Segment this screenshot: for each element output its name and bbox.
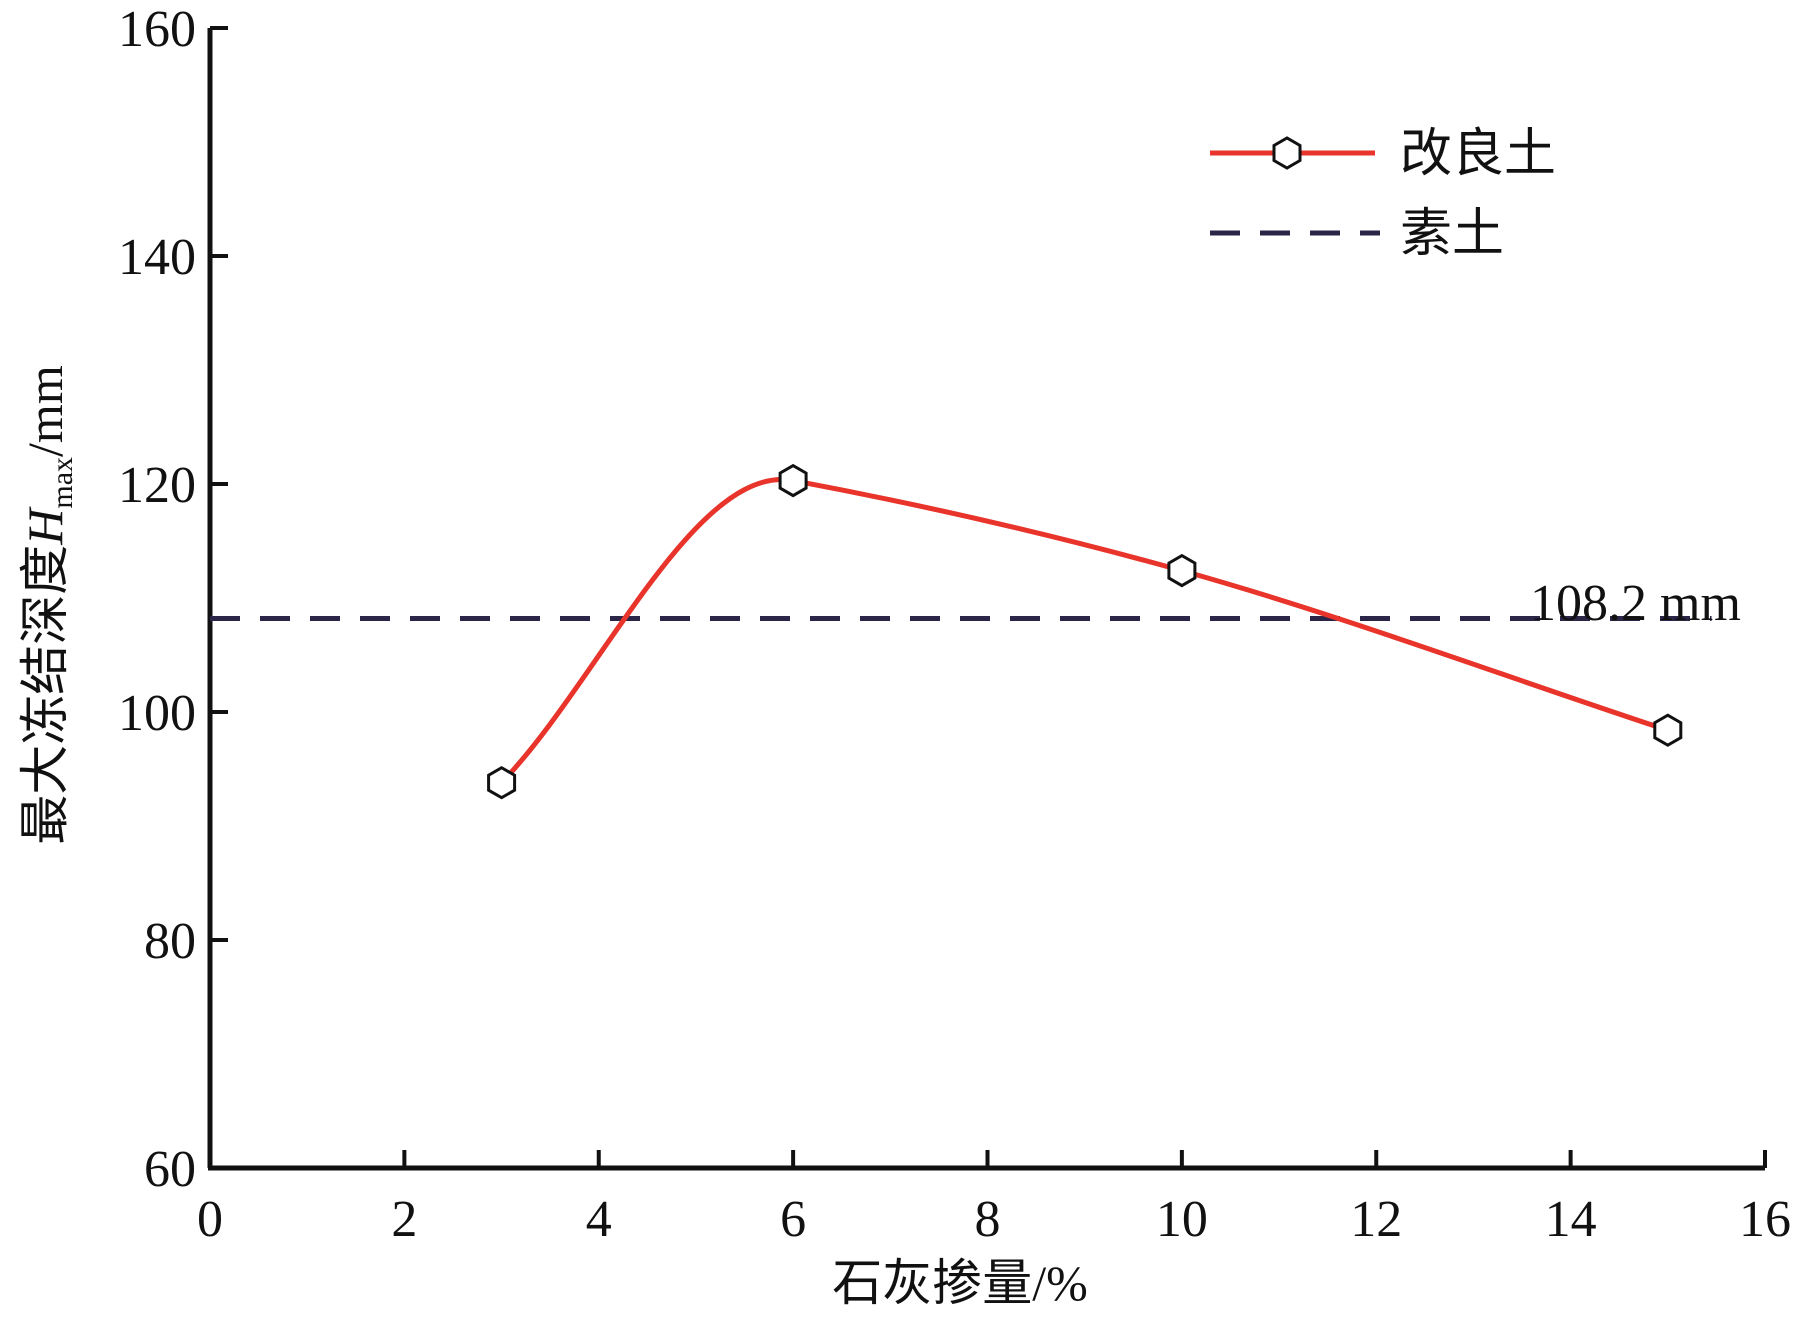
data-point-hexagon-10 <box>1167 553 1197 588</box>
reference-line-label: 108.2 mm <box>1530 575 1741 632</box>
x-tick-label-4: 4 <box>586 1191 612 1248</box>
y-tick-label-120: 120 <box>118 457 196 514</box>
data-point-hexagon-6 <box>778 463 808 498</box>
y-tick-label-140: 140 <box>118 229 196 286</box>
series-layer <box>210 477 1712 785</box>
x-axis-title: 石灰掺量/% <box>832 1255 1088 1311</box>
x-tick-label-12: 12 <box>1350 1191 1402 1248</box>
legend: 改良土 素土 <box>1210 126 1556 263</box>
legend-hexagon-marker-icon <box>1272 136 1302 170</box>
data-point-hexagon-3 <box>487 765 517 800</box>
y-axis-title-var: H <box>17 506 73 546</box>
legend-label-plain-soil: 素土 <box>1400 206 1504 263</box>
y-axis-title: 最大冻结深度Hmax/mm <box>17 365 79 845</box>
y-axis-title-sub: max <box>46 457 79 509</box>
marker-layer <box>487 463 1683 800</box>
tick-marks <box>210 26 1767 1170</box>
tick-labels: 0 2 4 6 8 10 12 14 16 60 80 100 120 140 160 <box>118 1 1791 1248</box>
x-tick-label-10: 10 <box>1156 1191 1208 1248</box>
data-point-hexagon-15 <box>1653 713 1683 747</box>
x-tick-label-2: 2 <box>391 1191 417 1248</box>
series-improved-soil-line <box>499 477 1669 785</box>
y-tick-label-60: 60 <box>144 1141 196 1198</box>
y-tick-label-100: 100 <box>118 685 196 742</box>
x-tick-label-14: 14 <box>1545 1191 1597 1248</box>
legend-label-improved-soil: 改良土 <box>1400 126 1556 183</box>
y-tick-label-160: 160 <box>118 1 196 58</box>
x-tick-label-8: 8 <box>975 1191 1001 1248</box>
y-axis-title-suffix: /mm <box>17 365 73 457</box>
y-tick-label-80: 80 <box>144 913 196 970</box>
x-tick-label-6: 6 <box>780 1191 806 1248</box>
x-tick-label-0: 0 <box>197 1191 223 1248</box>
x-tick-label-16: 16 <box>1739 1191 1791 1248</box>
y-axis-title-group: 最大冻结深度Hmax/mm <box>17 365 79 845</box>
y-axis-title-prefix: 最大冻结深度 <box>17 545 73 845</box>
